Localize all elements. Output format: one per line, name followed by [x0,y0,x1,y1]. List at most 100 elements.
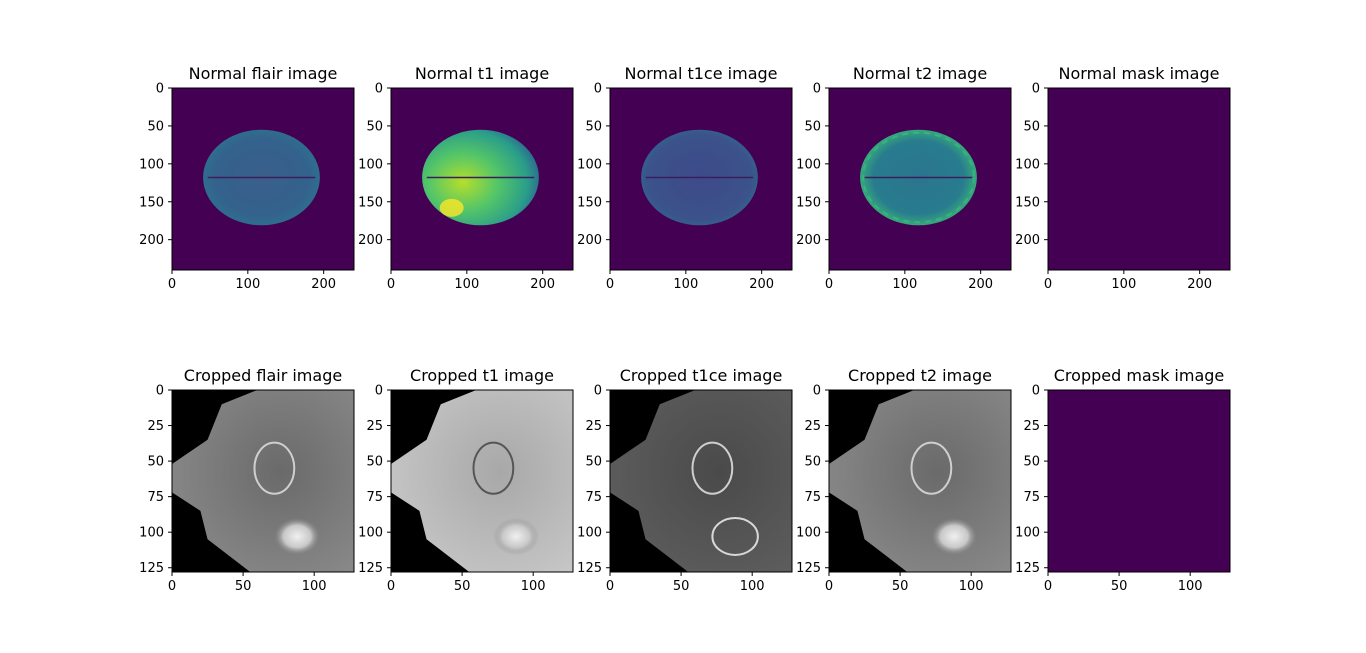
y-tick-label: 50 [147,455,164,470]
x-tick-label: 200 [530,277,555,292]
y-tick-label: 25 [1023,419,1040,434]
y-tick-label: 75 [804,490,821,505]
image-background [1048,390,1230,572]
y-tick-label: 200 [1015,233,1040,248]
axes-frame [390,87,574,271]
y-tick-label: 75 [585,490,602,505]
subplot-title: Normal t1 image [415,64,549,83]
x-tick-label: 0 [606,277,614,292]
x-tick-label: 100 [892,277,917,292]
y-tick-label: 100 [358,157,383,172]
y-tick-label: 50 [585,119,602,134]
y-tick-label: 50 [1023,119,1040,134]
subplot-7: Cropped t1 image 0 50 100 0 25 50 75 100 125 [358,366,574,594]
axes-frame [1047,87,1231,271]
y-tick-label: 150 [1015,195,1040,210]
x-tick-label: 200 [1187,277,1212,292]
image-content [610,390,792,572]
x-tick-label: 100 [740,579,765,594]
y-tick-label: 75 [147,490,164,505]
axes-frame [609,87,793,271]
x-tick-label: 100 [235,277,260,292]
y-tick-label: 50 [804,119,821,134]
subplot-title: Normal flair image [189,64,338,83]
subplot-9: Cropped t2 image 0 50 100 0 25 50 75 100 125 [796,366,1012,594]
y-tick-label: 0 [813,82,821,97]
image-content [203,129,320,226]
csf-ring [862,131,975,224]
subplot-title: Normal mask image [1059,64,1220,83]
brainstem-outline [691,441,734,495]
y-tick-label: 50 [147,119,164,134]
x-tick-label: 50 [673,579,690,594]
x-tick-label: 100 [1111,277,1136,292]
y-tick-label: 0 [594,384,602,399]
axes-frame [609,389,793,573]
image-content [641,129,758,226]
y-tick-label: 125 [358,561,383,576]
x-tick-label: 0 [825,277,833,292]
y-tick-label: 200 [139,233,164,248]
y-tick-label: 100 [796,157,821,172]
y-tick-label: 100 [139,526,164,541]
subplot-10: Cropped mask image 0 50 100 0 25 50 75 100 125 [1015,366,1231,594]
x-tick-label: 100 [521,579,546,594]
x-tick-label: 50 [1111,579,1128,594]
brainstem-outline [472,441,515,495]
y-tick-label: 150 [577,195,602,210]
x-tick-label: 200 [749,277,774,292]
y-tick-label: 0 [375,384,383,399]
y-tick-label: 125 [577,561,602,576]
x-tick-label: 0 [606,579,614,594]
x-tick-label: 200 [311,277,336,292]
y-tick-label: 75 [366,490,383,505]
y-tick-label: 50 [585,455,602,470]
subplot-3: Normal t1ce image 0 100 200 0 50 100 150 200 [577,64,793,292]
image-content [422,129,539,226]
image-background [1048,88,1230,270]
y-tick-label: 0 [156,384,164,399]
subplot-title: Normal t2 image [853,64,987,83]
lesion [931,517,977,555]
y-tick-label: 50 [366,455,383,470]
lesion [711,516,759,556]
y-tick-label: 200 [577,233,602,248]
subplot-1: Normal flair image 0 100 200 0 50 100 150 200 [139,64,355,292]
y-tick-label: 100 [1015,526,1040,541]
y-tick-label: 50 [1023,455,1040,470]
subplot-title: Cropped t1 image [410,366,554,385]
subplot-title: Cropped t2 image [848,366,992,385]
y-tick-label: 0 [375,82,383,97]
y-tick-label: 100 [139,157,164,172]
axes-frame [1047,389,1231,573]
y-tick-label: 100 [796,526,821,541]
subplot-title: Normal t1ce image [625,64,778,83]
x-tick-label: 50 [454,579,471,594]
x-tick-label: 0 [168,579,176,594]
image-content [391,390,573,572]
subplot-title: Cropped flair image [184,366,342,385]
y-tick-label: 100 [577,526,602,541]
x-tick-label: 0 [1044,579,1052,594]
y-tick-label: 150 [139,195,164,210]
cropped-slice [610,390,792,572]
subplot-4: Normal t2 image 0 100 200 0 50 100 150 200 [796,64,1012,292]
x-tick-label: 50 [235,579,252,594]
y-tick-label: 150 [358,195,383,210]
x-tick-label: 100 [454,277,479,292]
y-tick-label: 0 [1032,384,1040,399]
y-tick-label: 125 [139,561,164,576]
y-tick-label: 125 [1015,561,1040,576]
bright-region [439,198,464,217]
y-tick-label: 100 [577,157,602,172]
image-content [860,129,977,226]
image-content [172,390,354,572]
y-tick-label: 0 [813,384,821,399]
x-tick-label: 0 [387,277,395,292]
axes-frame [828,389,1012,573]
y-tick-label: 100 [1015,157,1040,172]
x-tick-label: 0 [1044,277,1052,292]
y-tick-label: 25 [804,419,821,434]
subplot-2: Normal t1 image 0 100 200 0 50 100 150 200 [358,64,574,292]
